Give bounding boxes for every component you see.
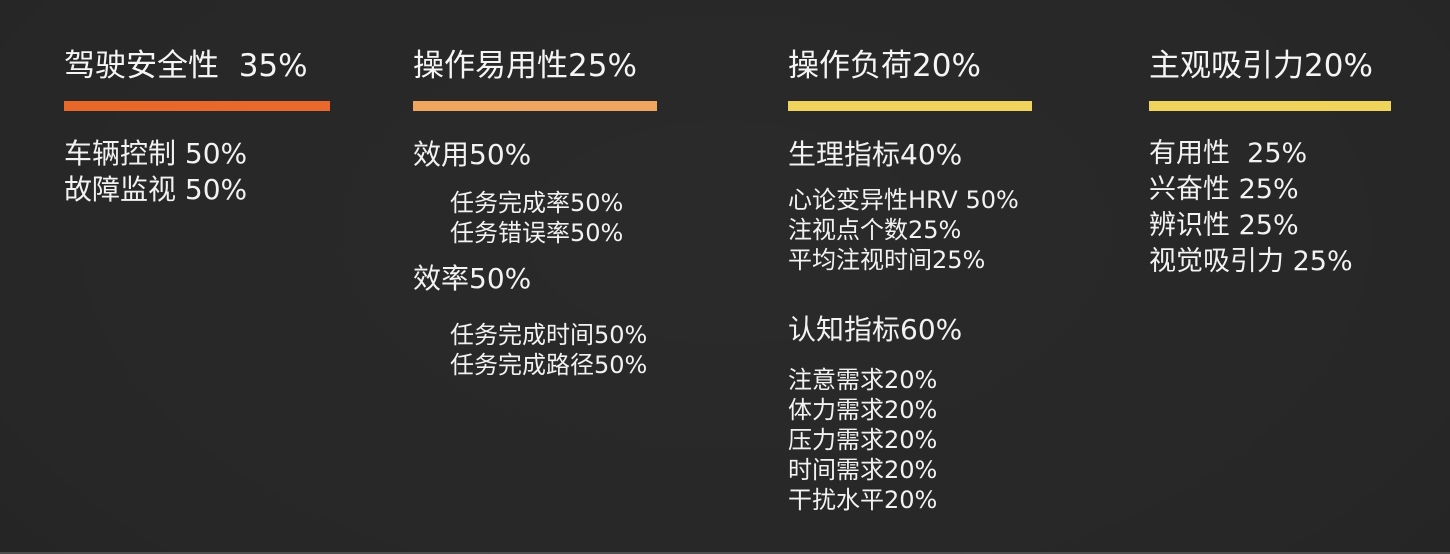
- list-item: 认知指标60%: [788, 313, 963, 346]
- column-title: 操作负荷20%: [788, 48, 981, 84]
- accent-underline: [1149, 101, 1391, 111]
- list-item: 时间需求20%: [788, 456, 938, 484]
- list-item: 注视点个数25%: [788, 216, 962, 244]
- list-item: 车辆控制 50%: [64, 137, 248, 170]
- list-item: 故障监视 50%: [64, 173, 248, 206]
- list-item: 任务错误率50%: [450, 219, 624, 247]
- list-item: 视觉吸引力 25%: [1149, 246, 1353, 277]
- accent-underline: [64, 101, 330, 111]
- column-title: 驾驶安全性 35%: [64, 48, 308, 84]
- bottom-edge-line: [0, 552, 1450, 554]
- accent-underline: [413, 101, 657, 111]
- item-list: 有用性 25% 兴奋性 25% 辨识性 25% 视觉吸引力 25%: [1149, 136, 1449, 280]
- item-list: 车辆控制 50% 故障监视 50%: [64, 136, 394, 208]
- list-item: 兴奋性 25%: [1149, 174, 1299, 205]
- column-ease-of-use: 操作易用性25% 效用50% 任务完成率50% 任务错误率50% 效率50% 任…: [413, 46, 743, 380]
- list-item: 体力需求20%: [788, 396, 938, 424]
- list-item: 生理指标40%: [788, 138, 963, 171]
- accent-underline: [788, 101, 1032, 111]
- list-item: 平均注视时间25%: [788, 246, 986, 274]
- list-item: 心论变异性HRV 50%: [788, 186, 1019, 214]
- column-driving-safety: 驾驶安全性 35% 车辆控制 50% 故障监视 50%: [64, 46, 394, 208]
- list-item: 注意需求20%: [788, 366, 938, 394]
- list-item: 任务完成率50%: [450, 189, 624, 217]
- list-item: 辨识性 25%: [1149, 210, 1299, 241]
- list-item: 压力需求20%: [788, 426, 938, 454]
- column-operation-load: 操作负荷20% 生理指标40% 心论变异性HRV 50% 注视点个数25% 平均…: [788, 46, 1118, 515]
- column-subjective-attractiveness: 主观吸引力20% 有用性 25% 兴奋性 25% 辨识性 25% 视觉吸引力 2…: [1149, 46, 1449, 280]
- list-item: 任务完成时间50%: [450, 321, 648, 349]
- list-item: 干扰水平20%: [788, 486, 938, 514]
- list-item: 有用性 25%: [1149, 138, 1308, 169]
- list-item: 效率50%: [413, 262, 532, 295]
- item-list: 效用50% 任务完成率50% 任务错误率50% 效率50% 任务完成时间50% …: [413, 138, 743, 380]
- list-item: 任务完成路径50%: [450, 351, 648, 379]
- item-list: 生理指标40% 心论变异性HRV 50% 注视点个数25% 平均注视时间25% …: [788, 138, 1118, 515]
- column-title: 主观吸引力20%: [1149, 48, 1373, 84]
- list-item: 效用50%: [413, 138, 532, 171]
- column-title: 操作易用性25%: [413, 48, 637, 84]
